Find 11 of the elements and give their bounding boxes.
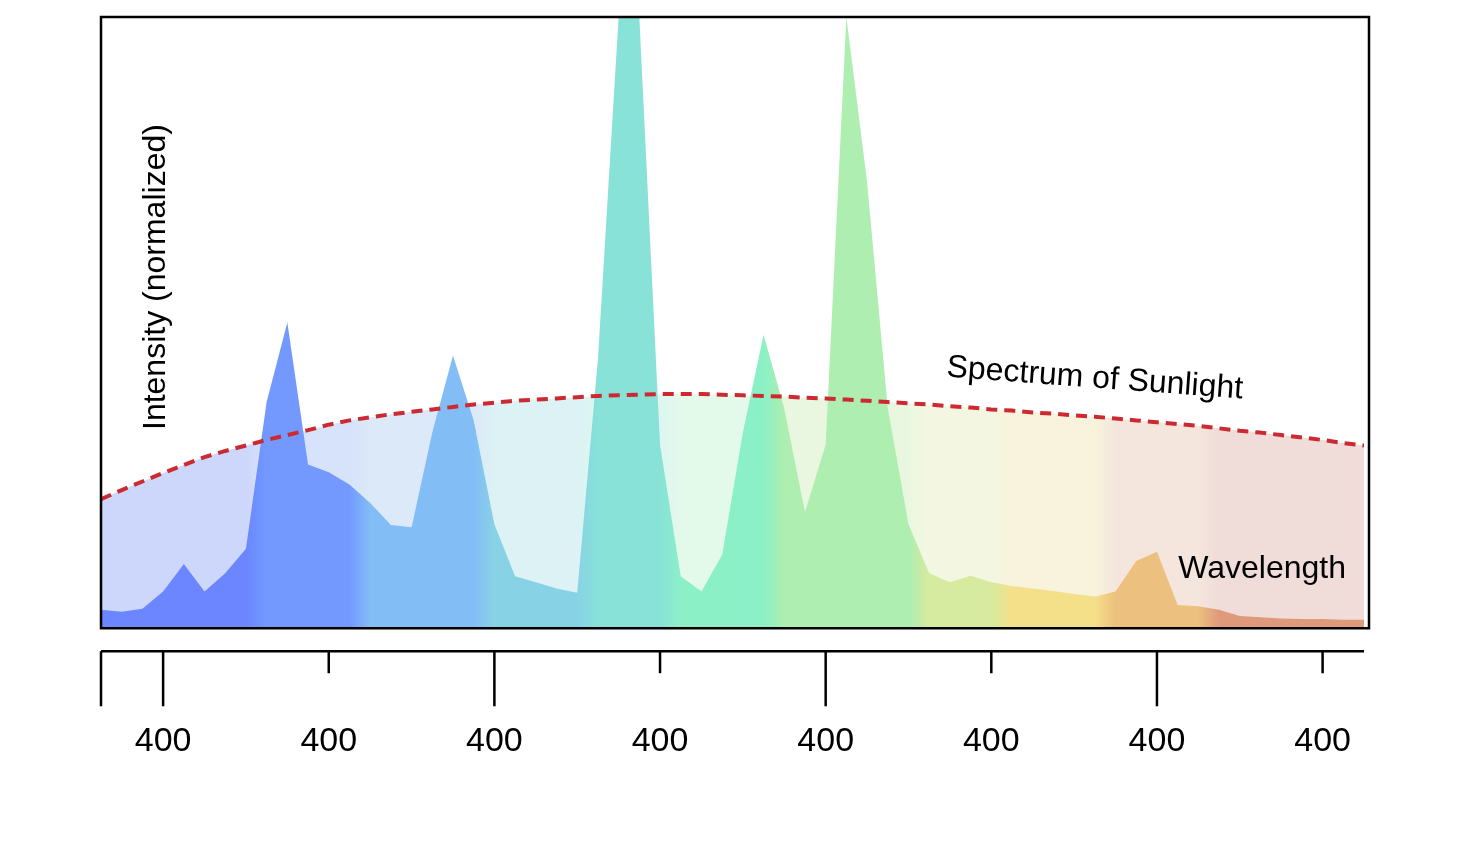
x-tick-label: 400 [962,719,1020,758]
series-label: Spectrum of Sunlight [945,347,1245,406]
x-tick-label: 400 [134,719,192,758]
x-tick-label: 400 [631,719,689,758]
x-tick-label: 400 [1128,719,1186,758]
x-tick-label: 400 [466,719,523,758]
x-tick-label: 400 [1294,719,1351,758]
y-axis-title: Intensity (normalized) [135,124,172,430]
x-tick-label: 400 [300,719,358,758]
x-axis-title: Wavelength [1178,549,1346,586]
x-tick-label: 400 [797,719,855,758]
